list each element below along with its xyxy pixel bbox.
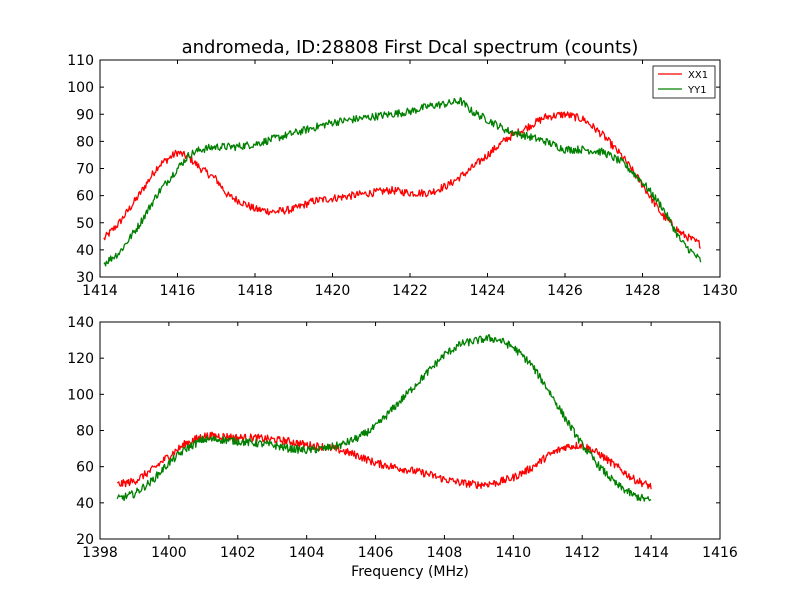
top-x-tick-label: 1426 (547, 283, 583, 299)
top-plot-lines (103, 97, 702, 267)
top-y-tick-label: 100 (67, 80, 94, 96)
top-x-tick-label: 1424 (470, 283, 506, 299)
top-y-tick-label: 70 (76, 162, 94, 178)
top-y-tick-label: 90 (76, 107, 94, 123)
top-x-tick-label: 1422 (392, 283, 428, 299)
top-y-tick-label: 50 (76, 216, 94, 232)
x-axis-label: Frequency (MHz) (351, 564, 469, 580)
legend-label-xx1: XX1 (688, 70, 708, 81)
top-x-tick-label: 1428 (625, 283, 661, 299)
top-subplot: 1414 1416 1418 1420 1422 1424 1426 1428 1430 30 40… (67, 53, 738, 299)
top-y-tick-label: 30 (76, 270, 94, 286)
bottom-x-tick-label: 1406 (358, 545, 394, 561)
top-y-tick-label: 110 (67, 53, 94, 69)
bottom-series-xx1-line (117, 431, 652, 490)
bottom-x-tick-label: 1402 (220, 545, 256, 561)
bottom-axis-ticks: 1398 1400 1402 1404 1406 1408 1410 1412 1414 1416… (67, 315, 738, 561)
top-legend: XX1 YY1 (652, 65, 716, 99)
bottom-y-tick-label: 80 (76, 424, 94, 440)
top-y-tick-label: 60 (76, 189, 94, 205)
bottom-plot-lines (116, 334, 652, 502)
bottom-y-tick-label: 120 (67, 351, 94, 367)
bottom-y-tick-label: 40 (76, 496, 94, 512)
bottom-x-tick-label: 1400 (151, 545, 187, 561)
top-x-tick-label: 1418 (237, 283, 273, 299)
bottom-subplot: 1398 1400 1402 1404 1406 1408 1410 1412 1414 1416… (67, 315, 738, 561)
bottom-x-tick-label: 1414 (633, 545, 669, 561)
bottom-x-tick-label: 1412 (564, 545, 600, 561)
top-x-tick-label: 1420 (315, 283, 351, 299)
chart-title: andromeda, ID:28808 First Dcal spectrum … (182, 37, 639, 58)
top-series-xx1-line (103, 111, 701, 249)
bottom-x-tick-label: 1408 (427, 545, 463, 561)
bottom-x-tick-label: 1404 (289, 545, 325, 561)
bottom-x-tick-label: 1416 (702, 545, 738, 561)
top-y-tick-label: 40 (76, 243, 94, 259)
bottom-x-tick-label: 1398 (82, 545, 118, 561)
top-y-tick-label: 80 (76, 134, 94, 150)
bottom-y-tick-label: 60 (76, 460, 94, 476)
top-x-tick-label: 1416 (160, 283, 196, 299)
top-series-yy1-line (103, 97, 702, 267)
bottom-y-tick-label: 100 (67, 387, 94, 403)
top-x-tick-label: 1414 (82, 283, 118, 299)
bottom-y-tick-label: 20 (76, 532, 94, 548)
legend-box (652, 65, 716, 99)
legend-label-yy1: YY1 (687, 85, 707, 96)
bottom-series-yy1-line (116, 334, 652, 502)
bottom-x-tick-label: 1410 (496, 545, 532, 561)
bottom-y-tick-label: 140 (67, 315, 94, 331)
top-axis-ticks: 1414 1416 1418 1420 1422 1424 1426 1428 1430 30 40… (67, 53, 738, 299)
top-x-tick-label: 1430 (702, 283, 738, 299)
